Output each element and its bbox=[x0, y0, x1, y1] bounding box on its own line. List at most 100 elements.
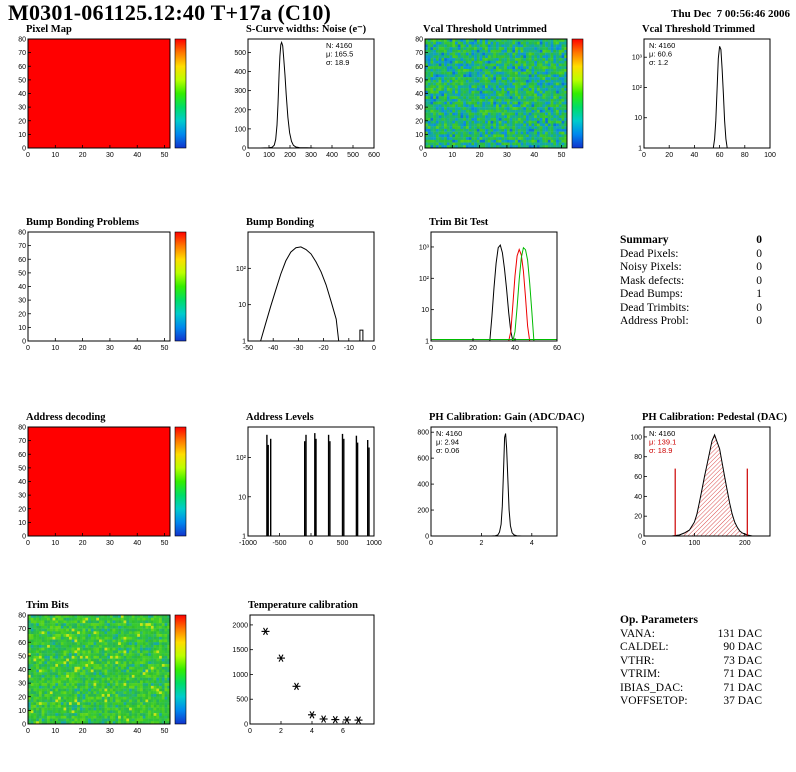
svg-text:N: 4160: N: 4160 bbox=[649, 429, 675, 438]
svg-text:80: 80 bbox=[634, 454, 642, 461]
svg-text:0: 0 bbox=[26, 152, 30, 159]
panel-bump-bonding: Bump Bonding -50 -40 -30 -20 -10 0 1 10 10² bbox=[222, 217, 422, 355]
scurve-noise-chart: 0 100 200 300 400 500 600 0 100 200 300 400 500 N: 41… bbox=[222, 35, 418, 162]
svg-text:500: 500 bbox=[234, 50, 246, 57]
chart-title-address-decoding: Address decoding bbox=[26, 412, 106, 423]
chart-title-temperature-calibration: Temperature calibration bbox=[248, 600, 358, 611]
op-parameter-row: CALDEL: 90 DAC bbox=[620, 641, 762, 655]
svg-text:600: 600 bbox=[417, 456, 429, 463]
svg-text:0: 0 bbox=[309, 540, 313, 547]
svg-text:0: 0 bbox=[22, 339, 26, 346]
svg-text:10: 10 bbox=[18, 325, 26, 332]
panel-temperature-calibration: Temperature calibration 0 2 4 6 0 500 1000 1500… bbox=[222, 600, 422, 738]
svg-text:40: 40 bbox=[530, 152, 538, 159]
op-parameter-row: VTHR: 73 DAC bbox=[620, 655, 762, 669]
svg-text:50: 50 bbox=[18, 465, 26, 472]
svg-text:40: 40 bbox=[133, 345, 141, 352]
svg-text:-40: -40 bbox=[268, 345, 278, 352]
svg-text:50: 50 bbox=[161, 540, 169, 547]
summary-title: Summary bbox=[620, 234, 669, 246]
op-parameter-value: 71 DAC bbox=[723, 668, 762, 680]
summary-row-value: 0 bbox=[756, 301, 762, 314]
svg-text:μ: 2.94: μ: 2.94 bbox=[436, 438, 459, 447]
svg-text:40: 40 bbox=[133, 152, 141, 159]
svg-text:200: 200 bbox=[417, 508, 429, 515]
chart-title-pixel-map: Pixel Map bbox=[26, 24, 72, 35]
svg-text:20: 20 bbox=[665, 152, 673, 159]
op-parameter-label: IBIAS_DAC: bbox=[620, 681, 684, 694]
chart-title-bump-bonding-problems: Bump Bonding Problems bbox=[26, 217, 140, 228]
op-parameter-label: CALDEL: bbox=[620, 641, 669, 653]
svg-text:200: 200 bbox=[284, 152, 296, 159]
svg-text:0: 0 bbox=[372, 345, 376, 352]
svg-text:300: 300 bbox=[305, 152, 317, 159]
op-parameter-row: VTRIM: 71 DAC bbox=[620, 668, 762, 682]
svg-text:40: 40 bbox=[415, 91, 423, 98]
summary-row-label: Noisy Pixels: bbox=[620, 261, 682, 273]
svg-text:20: 20 bbox=[415, 118, 423, 125]
svg-text:0: 0 bbox=[244, 722, 248, 729]
chart-title-vcal-untrimmed: Vcal Threshold Untrimmed bbox=[423, 24, 547, 35]
svg-text:-20: -20 bbox=[319, 345, 329, 352]
svg-text:6: 6 bbox=[341, 728, 345, 735]
svg-text:50: 50 bbox=[415, 77, 423, 84]
svg-text:0: 0 bbox=[425, 534, 429, 541]
svg-text:μ: 60.6: μ: 60.6 bbox=[649, 50, 672, 59]
svg-text:70: 70 bbox=[415, 50, 423, 57]
pixel-map-chart: 0 10 20 30 40 50 0 10 20 30 40 50 60 70 80 bbox=[8, 35, 204, 162]
svg-text:0: 0 bbox=[22, 534, 26, 541]
svg-text:20: 20 bbox=[18, 118, 26, 125]
chart-title-address-levels: Address Levels bbox=[246, 412, 314, 423]
summary-row: Dead Bumps: 1 bbox=[620, 288, 762, 302]
svg-text:60: 60 bbox=[553, 345, 561, 352]
svg-text:800: 800 bbox=[417, 430, 429, 437]
svg-text:20: 20 bbox=[79, 152, 87, 159]
address-decoding-chart: 0 10 20 30 40 50 0 10 20 30 40 50 60 70 80 bbox=[8, 423, 204, 550]
vcal-untrimmed-chart: 0 10 20 30 40 50 0 10 20 30 40 50 60 70 80 bbox=[405, 35, 601, 162]
svg-text:30: 30 bbox=[106, 152, 114, 159]
trim-bit-test-chart: 0 20 40 60 1 10 10² 10³ bbox=[405, 228, 601, 355]
svg-text:500: 500 bbox=[236, 697, 248, 704]
svg-text:0: 0 bbox=[248, 728, 252, 735]
svg-text:0: 0 bbox=[26, 345, 30, 352]
svg-text:100: 100 bbox=[630, 434, 642, 441]
op-parameter-label: VTRIM: bbox=[620, 668, 661, 680]
svg-text:30: 30 bbox=[18, 105, 26, 112]
svg-text:50: 50 bbox=[161, 152, 169, 159]
summary-row-label: Dead Bumps: bbox=[620, 288, 683, 300]
svg-text:80: 80 bbox=[18, 613, 26, 620]
svg-text:60: 60 bbox=[18, 452, 26, 459]
svg-text:60: 60 bbox=[716, 152, 724, 159]
summary-row: Address Probl: 0 bbox=[620, 315, 762, 329]
svg-text:-500: -500 bbox=[272, 540, 286, 547]
svg-text:N: 4160: N: 4160 bbox=[326, 41, 352, 50]
svg-text:10²: 10² bbox=[236, 266, 247, 273]
ph-gain-chart: 0 2 4 0 200 400 600 800 N: 4160 μ: 2.94 σ: 0.06 bbox=[405, 423, 601, 550]
svg-text:1500: 1500 bbox=[232, 647, 248, 654]
svg-text:70: 70 bbox=[18, 438, 26, 445]
svg-text:400: 400 bbox=[326, 152, 338, 159]
svg-text:500: 500 bbox=[347, 152, 359, 159]
svg-text:1: 1 bbox=[425, 339, 429, 346]
svg-text:μ: 139.1: μ: 139.1 bbox=[649, 438, 676, 447]
svg-text:0: 0 bbox=[26, 728, 30, 735]
svg-text:10: 10 bbox=[18, 708, 26, 715]
svg-text:30: 30 bbox=[18, 681, 26, 688]
svg-text:60: 60 bbox=[415, 64, 423, 71]
svg-text:70: 70 bbox=[18, 50, 26, 57]
svg-text:80: 80 bbox=[18, 37, 26, 44]
svg-text:60: 60 bbox=[18, 640, 26, 647]
summary-row: Mask defects: 0 bbox=[620, 275, 762, 289]
svg-text:50: 50 bbox=[18, 77, 26, 84]
summary-row: Noisy Pixels: 0 bbox=[620, 261, 762, 275]
svg-text:0: 0 bbox=[22, 146, 26, 153]
op-parameters-panel: Op. Parameters VANA: 131 DAC CALDEL: 90 DA… bbox=[620, 614, 762, 709]
svg-text:0: 0 bbox=[429, 345, 433, 352]
svg-text:-30: -30 bbox=[293, 345, 303, 352]
op-parameter-value: 73 DAC bbox=[723, 654, 762, 667]
svg-text:N: 4160: N: 4160 bbox=[436, 429, 462, 438]
chart-title-ph-pedestal: PH Calibration: Pedestal (DAC) bbox=[642, 412, 787, 423]
svg-text:50: 50 bbox=[558, 152, 566, 159]
svg-text:70: 70 bbox=[18, 243, 26, 250]
svg-text:1: 1 bbox=[242, 534, 246, 541]
